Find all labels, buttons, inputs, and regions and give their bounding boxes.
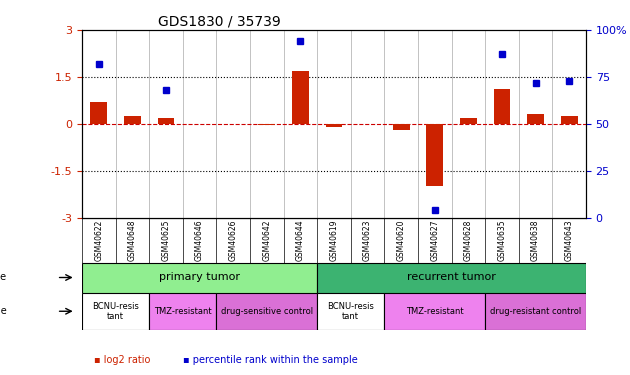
Text: GSM40642: GSM40642 [262, 220, 271, 261]
Text: GSM40638: GSM40638 [531, 220, 540, 261]
Text: recurrent tumor: recurrent tumor [407, 273, 496, 282]
Bar [392, 124, 410, 130]
Text: drug-resistant control: drug-resistant control [490, 307, 581, 316]
Bar [158, 117, 175, 124]
Bar [292, 70, 309, 124]
Text: GSM40622: GSM40622 [94, 220, 103, 261]
Text: disease state: disease state [0, 273, 6, 282]
Text: TMZ-resistant: TMZ-resistant [406, 307, 464, 316]
Text: BCNU-resis
tant: BCNU-resis tant [327, 302, 374, 321]
FancyBboxPatch shape [216, 292, 317, 330]
Text: ▪ percentile rank within the sample: ▪ percentile rank within the sample [183, 355, 357, 365]
Text: GSM40635: GSM40635 [498, 220, 507, 261]
Bar [124, 116, 140, 124]
FancyBboxPatch shape [82, 262, 317, 292]
Text: TMZ-resistant: TMZ-resistant [154, 307, 212, 316]
Bar [427, 124, 443, 186]
Text: BCNU-resis
tant: BCNU-resis tant [92, 302, 139, 321]
Bar [326, 124, 342, 127]
Text: GSM40623: GSM40623 [363, 220, 372, 261]
Text: ▪ log2 ratio: ▪ log2 ratio [94, 355, 151, 365]
Text: GSM40644: GSM40644 [296, 220, 305, 261]
Text: drug-sensitive control: drug-sensitive control [220, 307, 312, 316]
Text: GSM40619: GSM40619 [329, 220, 338, 261]
Bar [493, 89, 510, 124]
Text: GSM40648: GSM40648 [128, 220, 137, 261]
Text: primary tumor: primary tumor [159, 273, 240, 282]
FancyBboxPatch shape [384, 292, 485, 330]
FancyBboxPatch shape [149, 292, 216, 330]
Text: GDS1830 / 35739: GDS1830 / 35739 [158, 15, 280, 29]
Bar [460, 117, 477, 124]
FancyBboxPatch shape [82, 292, 149, 330]
Text: GSM40620: GSM40620 [397, 220, 406, 261]
Text: cell line: cell line [0, 306, 6, 316]
Text: GSM40628: GSM40628 [464, 220, 472, 261]
FancyBboxPatch shape [317, 262, 586, 292]
Text: GSM40643: GSM40643 [564, 220, 573, 261]
FancyBboxPatch shape [317, 292, 384, 330]
Bar [561, 116, 578, 124]
Text: GSM40646: GSM40646 [195, 220, 204, 261]
Text: GSM40626: GSM40626 [229, 220, 238, 261]
Text: GSM40625: GSM40625 [161, 220, 170, 261]
FancyBboxPatch shape [485, 292, 586, 330]
Bar [90, 102, 107, 124]
Bar [258, 124, 275, 125]
Bar [527, 114, 544, 124]
Text: GSM40627: GSM40627 [430, 220, 439, 261]
